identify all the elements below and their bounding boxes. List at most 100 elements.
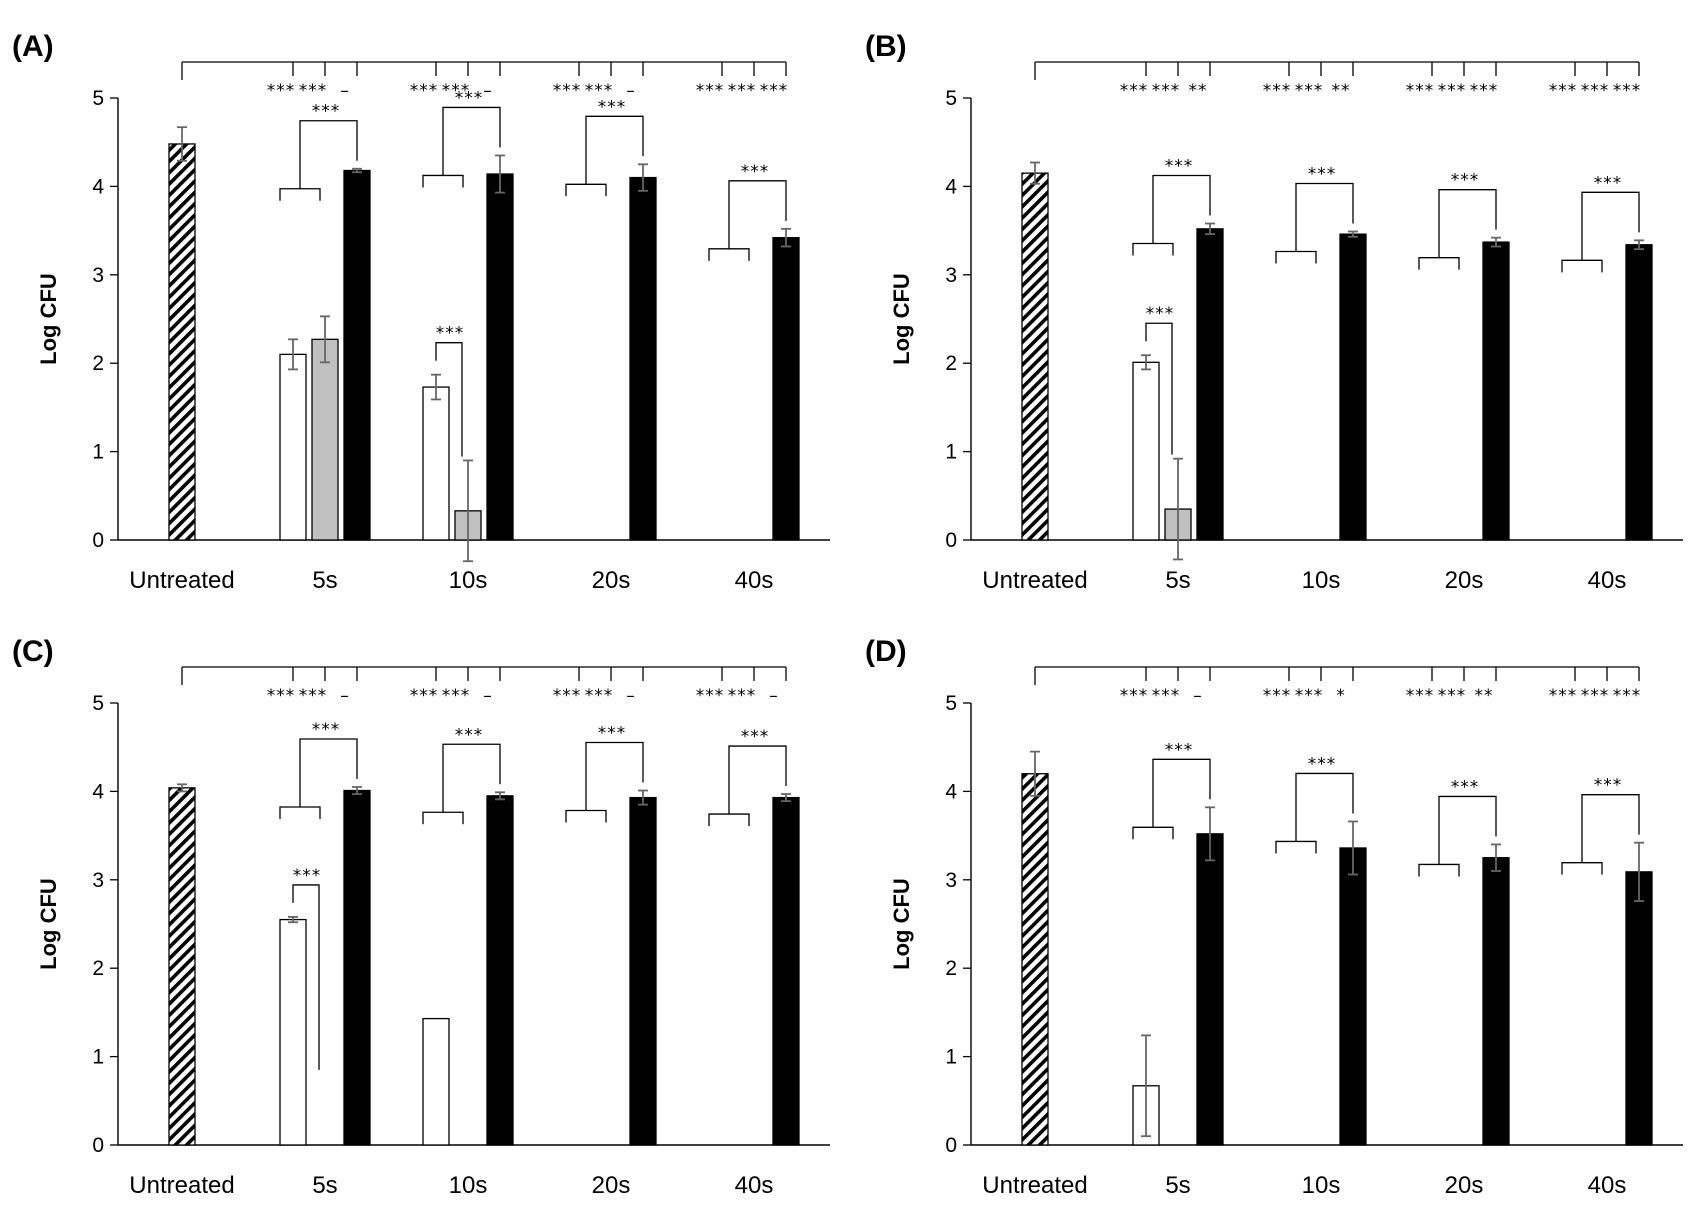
significance-label: **: [1189, 81, 1208, 101]
bar-black: [1196, 833, 1224, 1146]
significance-label: ***: [760, 81, 789, 101]
significance-label: ***: [442, 686, 471, 706]
significance-label: ***: [442, 81, 471, 101]
significance-label: ***: [1581, 81, 1610, 101]
significance-label: ***: [1263, 81, 1292, 101]
significance-label: ***: [585, 686, 614, 706]
bar-black: [629, 176, 657, 541]
y-tick-label: 2: [945, 957, 957, 980]
x-tick-label: 10s: [1302, 567, 1341, 594]
x-tick-label: 5s: [312, 1172, 337, 1199]
y-tick-label: 0: [92, 1134, 104, 1157]
y-tick-label: 5: [92, 87, 104, 110]
bar-untreated: [1021, 773, 1049, 1146]
group-bracket: [1418, 257, 1460, 270]
y-tick-label: 3: [92, 264, 104, 287]
significance-label: ***: [1165, 740, 1194, 760]
y-tick-label: 1: [92, 441, 104, 464]
significance-label: ***: [1470, 81, 1499, 101]
significance-label: ***: [436, 324, 465, 344]
bar-black: [1482, 857, 1510, 1146]
group-bracket: [422, 174, 464, 188]
significance-label: ***: [1549, 686, 1578, 706]
bar-untreated: [168, 143, 196, 541]
significance-label: ***: [1308, 164, 1337, 184]
panel-b: (B) 0 1 2 3 4 5 Log CFU Untreated 5s 10s 20s 40s *** *…: [853, 0, 1703, 600]
significance-label: ***: [1438, 81, 1467, 101]
significance-label: ***: [553, 81, 582, 101]
x-tick-label: 5s: [312, 567, 337, 594]
group-bracket: [1132, 826, 1174, 840]
group-bracket: [279, 188, 321, 201]
y-tick-label: 0: [92, 529, 104, 552]
y-tick-label: 2: [945, 352, 957, 375]
panel-label: (C): [12, 635, 54, 668]
y-tick-label: 4: [945, 780, 957, 803]
group-bracket-arm: [585, 115, 644, 185]
x-tick-label: Untreated: [129, 567, 234, 594]
significance-label: ***: [553, 686, 582, 706]
significance-label: ***: [728, 81, 757, 101]
group-bracket-arm: [728, 745, 787, 815]
bar-black: [1482, 241, 1510, 541]
bar-white: [1132, 361, 1160, 541]
panel-a: (A) 0 1 2 3 4 5 Log CFU Untreated 5s 10s 20s 40s *** *…: [0, 0, 850, 600]
bar-black: [343, 169, 371, 541]
significance-label: ***: [312, 102, 341, 122]
significance-label: ***: [267, 686, 296, 706]
x-tick-label: 20s: [1445, 567, 1484, 594]
significance-label: ***: [1120, 81, 1149, 101]
x-tick-label: 40s: [1588, 1172, 1627, 1199]
x-tick-label: 20s: [592, 567, 631, 594]
significance-label: ***: [696, 81, 725, 101]
group-bracket-arm: [299, 738, 358, 807]
significance-label: ***: [1263, 686, 1292, 706]
significance-label: –: [626, 686, 636, 706]
significance-label: *: [1336, 686, 1346, 706]
group-bracket-arm: [1581, 794, 1640, 863]
inner-bracket: [292, 884, 320, 1070]
significance-label: ***: [1613, 81, 1642, 101]
significance-label: –: [483, 686, 493, 706]
y-tick-label: 0: [945, 529, 957, 552]
y-axis-label: Log CFU: [36, 273, 61, 365]
significance-label: –: [340, 686, 350, 706]
group-bracket: [422, 811, 464, 825]
x-tick-label: 40s: [735, 1172, 774, 1199]
y-tick-label: 2: [92, 957, 104, 980]
panel-d: (D) 0 1 2 3 4 5 Log CFU Untreated 5s 10s 20s 40s *** *…: [853, 605, 1703, 1205]
bar-black: [486, 795, 514, 1146]
significance-label: –: [483, 81, 493, 101]
inner-bracket: [435, 342, 463, 457]
group-bracket-arm: [1295, 182, 1354, 252]
y-tick-label: 1: [945, 1046, 957, 1069]
group-bracket: [279, 806, 321, 819]
y-tick-label: 3: [92, 869, 104, 892]
bar-black: [1625, 244, 1653, 541]
y-axis-label: Log CFU: [889, 878, 914, 970]
y-tick-label: 4: [92, 175, 104, 198]
group-bracket: [1132, 242, 1174, 256]
x-tick-label: Untreated: [982, 1172, 1087, 1199]
group-bracket-arm: [1581, 191, 1640, 261]
y-tick-label: 1: [92, 1046, 104, 1069]
x-tick-label: 40s: [1588, 567, 1627, 594]
y-tick-label: 0: [945, 1134, 957, 1157]
significance-label: ***: [1152, 686, 1181, 706]
significance-label: ***: [741, 162, 770, 182]
significance-label: –: [626, 81, 636, 101]
significance-label: ***: [1594, 173, 1623, 193]
significance-label: ***: [1308, 754, 1337, 774]
group-bracket: [1561, 862, 1603, 875]
significance-label: ***: [1295, 686, 1324, 706]
bar-gray: [311, 338, 339, 541]
x-tick-label: Untreated: [129, 1172, 234, 1199]
significance-label: ***: [741, 727, 770, 747]
x-tick-label: 10s: [449, 1172, 488, 1199]
x-tick-label: 5s: [1165, 1172, 1190, 1199]
y-axis-label: Log CFU: [889, 273, 914, 365]
significance-label: ***: [293, 866, 322, 886]
